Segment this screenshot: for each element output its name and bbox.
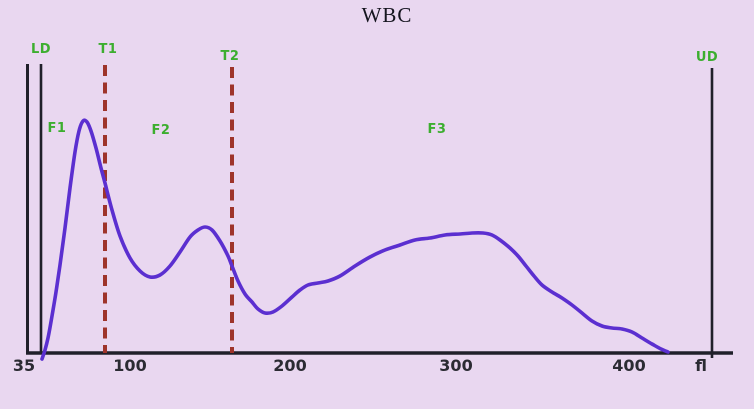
threshold-label-ud: UD (695, 50, 719, 65)
x-tick-label-100: 100 (113, 356, 147, 375)
wbc-histogram-curve (40, 118, 670, 361)
chart-title: WBC (361, 3, 413, 27)
x-tick-label-300: 300 (439, 356, 473, 375)
threshold-label-t1: T1 (98, 42, 118, 57)
threshold-label-ld: LD (30, 42, 52, 57)
x-tick-label-fl: fl (695, 356, 707, 375)
region-label-f3: F3 (427, 122, 447, 137)
x-tick-label-35: 35 (12, 356, 36, 375)
threshold-label-t2: T2 (220, 49, 240, 64)
region-label-f2: F2 (151, 123, 171, 138)
region-label-f1: F1 (47, 121, 67, 136)
x-tick-label-400: 400 (612, 356, 646, 375)
x-tick-label-200: 200 (273, 356, 307, 375)
